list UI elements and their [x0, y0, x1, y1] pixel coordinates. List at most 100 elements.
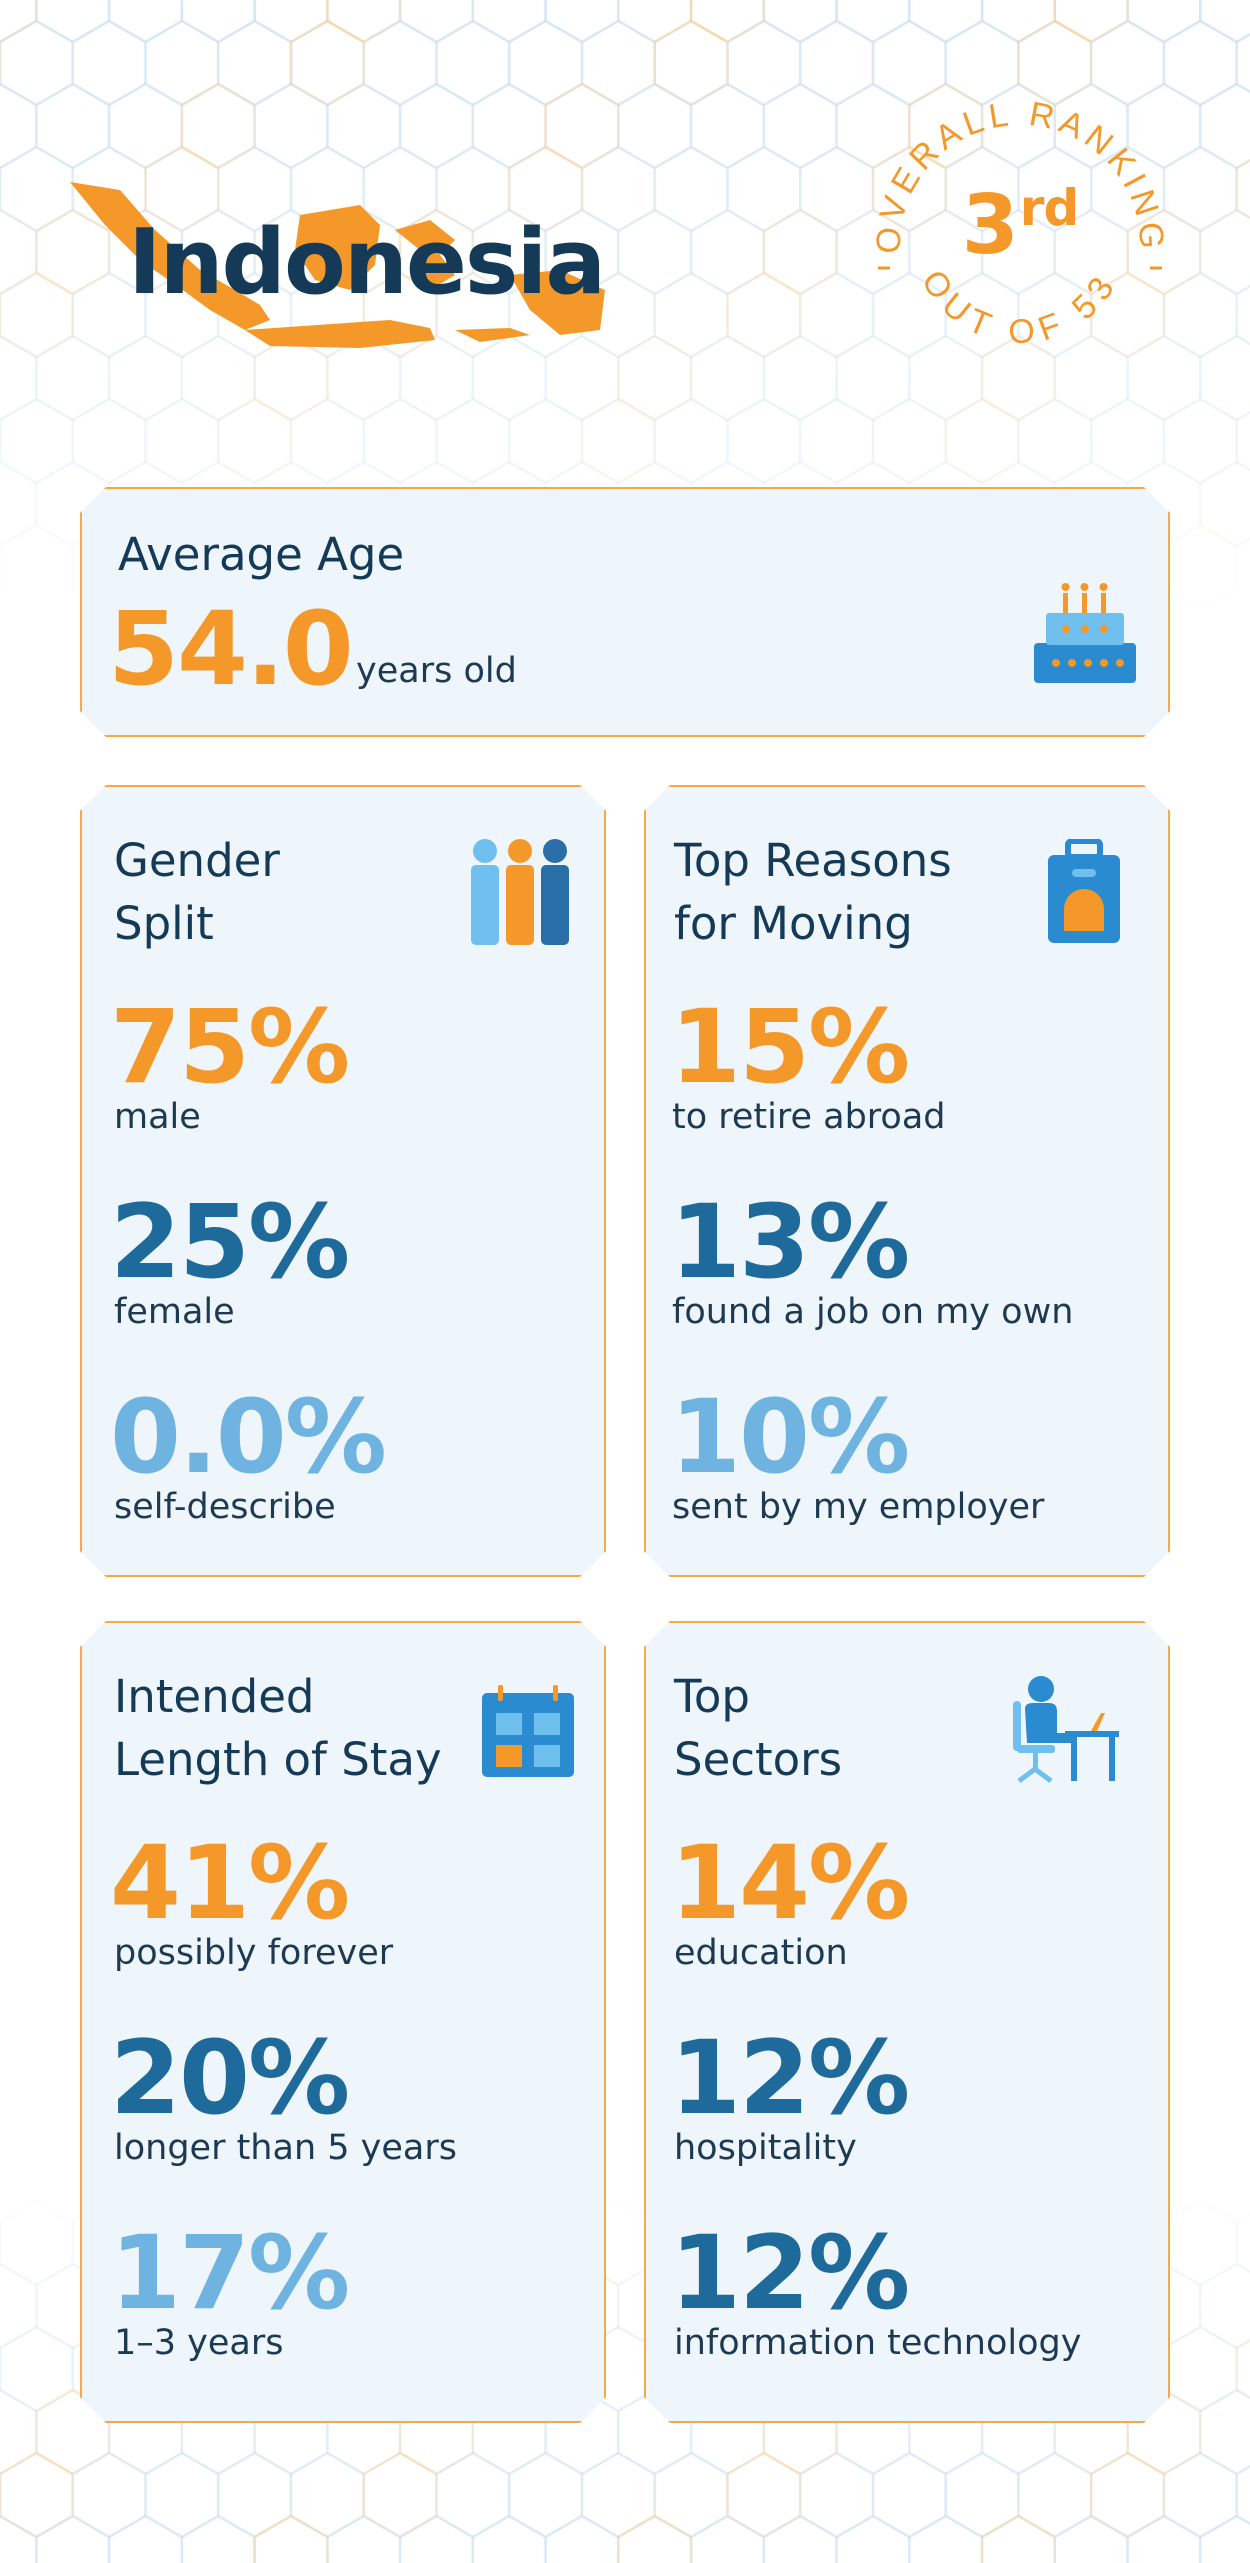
background-hexagon [1235, 2464, 1250, 2526]
background-hexagon [726, 397, 802, 485]
background-hexagon [144, 2451, 220, 2539]
background-hexagon [0, 2199, 74, 2287]
background-hexagon [798, 145, 875, 233]
background-hexagon [35, 0, 111, 44]
people-icon [467, 837, 573, 947]
background-hexagon [362, 397, 438, 485]
background-hexagon [1126, 82, 1202, 170]
reason-1-label: to retire abroad [672, 1097, 946, 1137]
sectors-card: Top Sectors 14% education 12% hospitality… [644, 1621, 1170, 2423]
gender-stat-1-value: 75% [110, 988, 349, 1107]
background-hexagon [762, 2514, 838, 2563]
background-hexagon [35, 208, 111, 296]
background-hexagon [689, 82, 766, 170]
background-hexagon [980, 2514, 1057, 2563]
background-hexagon [35, 82, 111, 170]
background-hexagon [0, 2451, 74, 2539]
stay-stat-1-value: 41% [110, 1824, 349, 1943]
background-hexagon [762, 208, 838, 296]
background-hexagon [580, 2451, 656, 2539]
background-hexagon [216, 397, 293, 485]
suitcase-icon [1046, 839, 1122, 945]
background-hexagon [471, 82, 547, 170]
background-hexagon [326, 82, 402, 170]
background-hexagon [1017, 2451, 1093, 2539]
background-hexagon [1053, 2514, 1129, 2563]
gender-split-title-line2: Split [114, 897, 214, 950]
background-hexagon [689, 2514, 766, 2563]
background-hexagon [944, 2451, 1020, 2539]
background-hexagon [398, 208, 475, 296]
reason-2-value: 13% [670, 1183, 909, 1302]
background-hexagon [398, 82, 475, 170]
background-hexagon [507, 397, 584, 485]
background-hexagon [653, 271, 729, 359]
background-hexagon [0, 271, 74, 359]
background-hexagon [0, 208, 38, 296]
background-hexagon [0, 2325, 74, 2413]
background-hexagon [835, 82, 911, 170]
background-hexagon [1053, 334, 1129, 422]
background-hexagon [653, 397, 729, 485]
background-hexagon [144, 19, 220, 107]
background-hexagon [326, 0, 402, 44]
stay-title-line2: Length of Stay [114, 1733, 442, 1786]
background-hexagon [362, 19, 438, 107]
background-hexagon [580, 271, 656, 359]
background-hexagon [216, 145, 293, 233]
background-hexagon [253, 0, 329, 44]
background-hexagon [617, 0, 693, 44]
gender-split-card: Gender Split 75% male 25% female 0.0% sel… [80, 785, 606, 1577]
background-hexagon [1235, 284, 1250, 346]
background-hexagon [1017, 271, 1093, 359]
background-hexagon [1235, 536, 1250, 598]
background-hexagon [0, 0, 38, 44]
background-hexagon [398, 0, 475, 44]
sectors-title-line1: Top [674, 1670, 750, 1723]
ranking-badge: OVERALL RANKING OUT OF 53 3rd [860, 70, 1180, 400]
background-hexagon [871, 145, 947, 233]
average-age-card: Average Age 54.0 years old [80, 487, 1170, 737]
background-hexagon [289, 397, 365, 485]
gender-stat-3-value: 0.0% [110, 1378, 385, 1497]
background-hexagon [1199, 334, 1250, 422]
background-hexagon [1017, 397, 1093, 485]
background-hexagon [617, 82, 693, 170]
background-hexagon [835, 334, 911, 422]
sector-2-label: hospitality [674, 2128, 857, 2168]
background-hexagon [1089, 271, 1166, 359]
background-hexagon [689, 334, 766, 422]
background-hexagon [180, 334, 256, 422]
background-hexagon [835, 0, 911, 44]
average-age-unit: years old [356, 651, 517, 691]
background-hexagon [35, 334, 111, 422]
background-hexagon [0, 145, 74, 233]
background-hexagon [617, 208, 693, 296]
background-hexagon [1089, 19, 1166, 107]
background-hexagon [1017, 19, 1093, 107]
background-hexagon [908, 82, 984, 170]
background-hexagon [798, 19, 875, 107]
background-hexagon [507, 19, 584, 107]
reasons-title: Top Reasons for Moving [674, 829, 952, 955]
calendar-icon [480, 1683, 576, 1779]
background-hexagon [0, 2262, 38, 2350]
background-hexagon [435, 2451, 511, 2539]
background-hexagon [1089, 397, 1166, 485]
background-hexagon [1162, 145, 1238, 233]
sector-3-label: information technology [674, 2323, 1082, 2363]
background-hexagon [726, 271, 802, 359]
background-hexagon [871, 2451, 947, 2539]
background-hexagon [0, 2514, 38, 2563]
background-hexagon [1199, 460, 1250, 548]
background-hexagon [871, 397, 947, 485]
background-hexagon [908, 2514, 984, 2563]
background-hexagon [544, 2514, 620, 2563]
background-hexagon [1162, 2451, 1238, 2539]
background-hexagon [726, 2451, 802, 2539]
background-hexagon [980, 82, 1057, 170]
sector-3-value: 12% [670, 2214, 909, 2333]
background-hexagon [180, 82, 256, 170]
ranking-ring-text: OVERALL RANKING OUT OF 53 [869, 95, 1165, 352]
background-hexagon [726, 19, 802, 107]
